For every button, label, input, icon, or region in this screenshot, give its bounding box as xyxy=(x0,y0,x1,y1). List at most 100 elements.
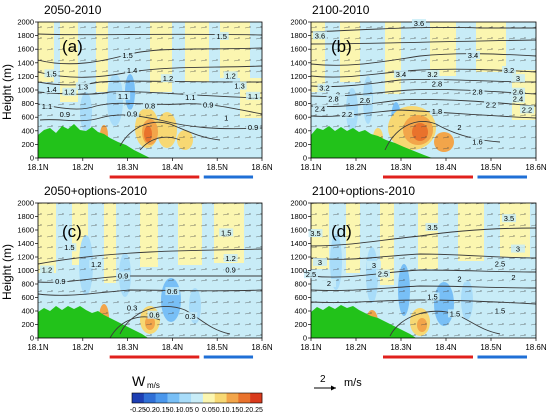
panel-a-ytick-label: 800 xyxy=(21,99,34,108)
panel-d-ytick-label: 200 xyxy=(294,320,307,329)
panel-d-xtick-label: 18.1N xyxy=(300,343,322,352)
panel-a-contour-label: 0.9 xyxy=(203,101,213,110)
colorbar-swatch xyxy=(226,393,239,403)
panel-c-contour-label: 0.9 xyxy=(225,266,235,275)
panel-a-contour-label: 1.3 xyxy=(234,82,244,91)
panel-d-terrain xyxy=(311,305,416,338)
panel-b-letter: (b) xyxy=(331,37,352,56)
panel-c-ytick-label: 1000 xyxy=(17,266,34,275)
colorbar-tick-label: 0.05 xyxy=(202,407,216,414)
panel-d-contour-label: 1.5 xyxy=(495,307,505,316)
panel-b-contour-label-bg xyxy=(430,79,444,88)
panel-b-contour-label: 2.2 xyxy=(486,101,496,110)
panel-d-contour-label-bg xyxy=(452,274,467,283)
panel-b-contour-label-bg xyxy=(452,123,467,132)
colorbar-tick-label: -0.05 xyxy=(177,407,193,414)
panel-a-contour-label-bg xyxy=(143,101,157,110)
panel-c-ytick-label: 600 xyxy=(21,293,34,302)
panel-a-contour-label: 1.3 xyxy=(78,82,88,91)
panel-b-ytick-label: 1600 xyxy=(290,45,307,54)
panel-a-ytick-label: 600 xyxy=(21,113,34,122)
panel-a-contour-label-bg xyxy=(223,71,238,80)
panel-b-contour-label-bg xyxy=(511,87,525,96)
panel-c-contour-label-bg xyxy=(89,260,104,269)
panel-a-ytick-label: 1200 xyxy=(17,72,34,81)
panel-a-contour-label-bg xyxy=(75,82,90,91)
panel-d-ytick-label: 400 xyxy=(294,307,307,316)
panel-a-xtick-label: 18.6N xyxy=(251,163,273,172)
panel-a-contour-label: 0.9 xyxy=(127,109,137,118)
panel-d-title: 2100+options-2010 xyxy=(312,184,415,198)
panel-c-contour-label-bg xyxy=(53,276,68,285)
panel-a-ytick-label: 2000 xyxy=(17,18,34,27)
panel-d-contour-label-bg xyxy=(367,260,381,269)
panel-b: 3.63.63.43.233.43.22.82.82.62.42.23.232.… xyxy=(290,3,547,172)
panel-d-contour-label: 3.5 xyxy=(504,214,514,223)
panel-a-contour-label: 1.2 xyxy=(64,88,74,97)
vector-key-value: 2 xyxy=(320,374,326,385)
panel-c-contour-label-bg xyxy=(223,254,238,263)
panel-a-ytick-label: 0 xyxy=(30,154,34,163)
colorbar-tick-label: -0.1 xyxy=(167,407,179,414)
panel-c-contour-label: 0.6 xyxy=(149,311,159,320)
panel-b-terrain xyxy=(311,126,432,158)
panel-d-xtick-label: 18.3N xyxy=(390,343,412,352)
panel-c-contour-label-bg xyxy=(165,287,180,296)
panel-a-contour-label: 0.9 xyxy=(60,110,70,119)
panel-a-contour-label: 1.5 xyxy=(216,32,226,41)
panel-d-ytick-label: 1000 xyxy=(290,266,307,275)
panel-c-contour-label-bg xyxy=(116,271,131,280)
panel-a-contour-label-bg xyxy=(246,91,261,100)
panel-b-contour-label-bg xyxy=(470,87,485,96)
panel-d-contour-label-bg xyxy=(502,214,516,223)
panel-b-contour-label-bg xyxy=(484,100,498,109)
panel-a-contour-label: 0.9 xyxy=(248,123,258,132)
panel-b-contour-label: 3.2 xyxy=(504,66,514,75)
panel-b-contour-label: 2.2 xyxy=(342,110,352,119)
colorbar-swatch xyxy=(191,393,204,403)
colorbar-tick-label: -0.15 xyxy=(154,407,170,414)
panel-b-ytick-label: 0 xyxy=(303,154,307,163)
panel-d-ytick-label: 1400 xyxy=(290,239,307,248)
panel-c-terrain xyxy=(38,306,148,338)
colorbar-swatch xyxy=(179,393,192,403)
panel-c-contour-label: 0.9 xyxy=(55,277,65,286)
panel-b-contour-label: 3.6 xyxy=(315,31,325,40)
panel-b-contour-label: 3.6 xyxy=(414,19,424,28)
panel-a-contour-label: 0.8 xyxy=(145,101,155,110)
panel-c-contour-label: 1.5 xyxy=(64,243,74,252)
panel-a-contour-label: 1.1 xyxy=(42,102,52,111)
panel-b-contour-label: 2.6 xyxy=(360,96,370,105)
panel-a-xtick-label: 18.2N xyxy=(72,163,94,172)
panel-c-ytick-label: 200 xyxy=(21,320,34,329)
panel-a-contour-label: 1 xyxy=(224,114,228,123)
panel-d-contour-label: 3 xyxy=(516,245,520,254)
panel-d-xtick-label: 18.5N xyxy=(480,343,502,352)
panel-d-xtick-label: 18.4N xyxy=(435,343,457,352)
panel-b-contour-label-bg xyxy=(358,95,372,104)
panel-c-contour-label-bg xyxy=(223,265,238,274)
panel-a-contour-label: 1.2 xyxy=(163,74,173,83)
panel-c-ytick-label: 2000 xyxy=(17,199,34,208)
panel-b-contour-label: 2.6 xyxy=(513,88,523,97)
panel-a-contour-label: 1.1 xyxy=(118,92,128,101)
panel-d-ytick-label: 2000 xyxy=(290,199,307,208)
colorbar-tick-label: 0.1 xyxy=(216,407,226,414)
panel-b-contour-label: 3.2 xyxy=(319,84,329,93)
colorbar-frame xyxy=(131,392,263,404)
panel-c-contour-label: 0.9 xyxy=(118,272,128,281)
colorbar: W m/s -0.25-0.2-0.15-0.1-0.05 0 0.05 0.1 0.1… xyxy=(130,373,263,414)
panel-b-xtick-label: 18.4N xyxy=(435,163,457,172)
panel-a-contour-label-bg xyxy=(125,65,140,74)
panel-c-xtick-label: 18.3N xyxy=(117,343,139,352)
colorbar-tick-label: 0.25 xyxy=(249,407,263,414)
panel-d-contour-label: 2 xyxy=(457,274,461,283)
panel-c-contour-label-bg xyxy=(183,312,198,321)
panel-c-contour-label-bg xyxy=(62,243,77,252)
panel-d-contour-label: 2.5 xyxy=(495,259,505,268)
panel-a-contour-label-bg xyxy=(125,109,140,118)
panel-d-contour-label: 3 xyxy=(372,261,376,270)
panel-c-ylabel: Height (m) xyxy=(0,244,14,300)
panel-c-ytick-label: 1800 xyxy=(17,212,34,221)
panel-c-xtick-label: 18.6N xyxy=(251,343,273,352)
